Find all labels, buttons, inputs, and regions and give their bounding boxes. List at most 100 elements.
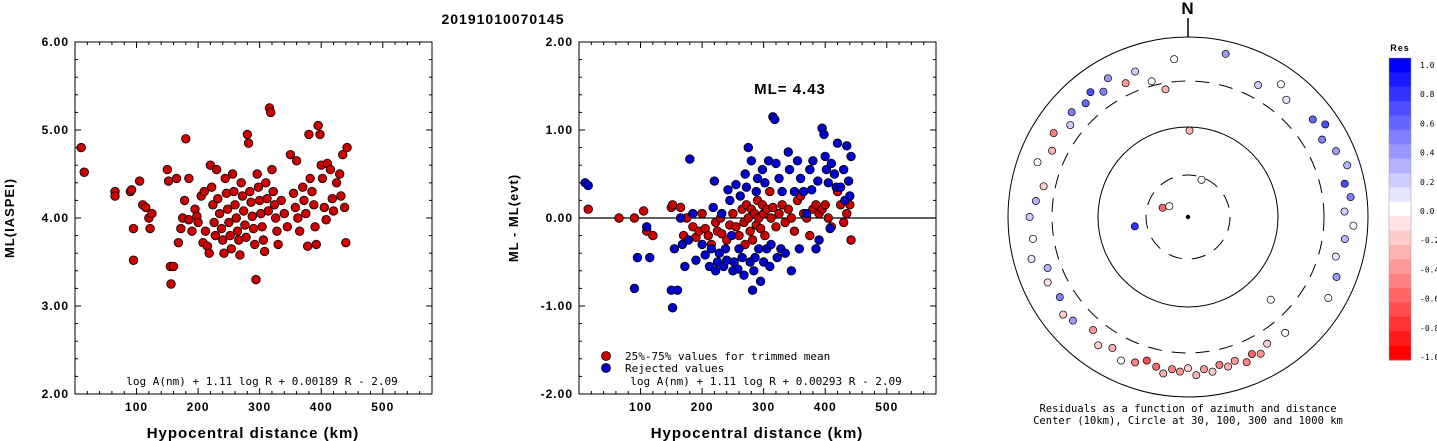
scatter-point-series-0: [771, 222, 781, 232]
scatter-point-series-1: [770, 114, 780, 125]
scatter-point-series-0: [267, 164, 277, 175]
scatter-point-series-0: [313, 120, 323, 131]
scatter-point-series-0: [173, 237, 184, 248]
scatter-point-series-1: [783, 147, 793, 157]
scatter-point-series-1: [766, 239, 776, 250]
scatter-point-series-0: [334, 169, 345, 179]
polar-caption-line2: Center (10km), Circle at 30, 100, 300 an…: [1033, 415, 1343, 427]
scatter-point-series-1: [845, 191, 855, 201]
polar-point: [1168, 365, 1176, 374]
scatter-point-series-1: [772, 252, 782, 263]
polar-point: [1242, 358, 1251, 367]
scatter-point-series-0: [298, 182, 308, 192]
scatter-point-series-0: [290, 202, 301, 213]
scatter-point-series-0: [128, 223, 139, 234]
scatter-point-series-0: [213, 193, 223, 204]
colorbar: Res 1.0 0.8 0.6 0.4 0.2 0.0 -0.2 -0.4 -0.6 -0.8 -1…: [1388, 43, 1437, 362]
scatter-point-series-0: [842, 208, 852, 219]
colorbar-label: 1.0: [1420, 61, 1435, 70]
scatter-point-series-0: [823, 213, 833, 223]
scatter-point-series-0: [786, 213, 797, 223]
y-tick-label: 1.00: [546, 123, 573, 137]
scatter-point-series-0: [342, 142, 352, 153]
polar-point: [1130, 222, 1139, 231]
scatter-point-series-0: [270, 213, 281, 223]
polar-plot: N Residuals as a function of azimuth and…: [1007, 0, 1369, 427]
scatter-point-series-1: [708, 202, 718, 213]
scatter-point-series-0: [208, 200, 218, 210]
left-formula: log A(nm) + 1.11 log R + 0.00189 R - 2.0…: [126, 375, 398, 388]
scatter-point-series-0: [134, 176, 145, 186]
colorbar-frame: [1388, 57, 1412, 361]
scatter-point-series-0: [76, 142, 86, 153]
scatter-point-series-1: [710, 266, 721, 276]
scatter-point-series-0: [838, 217, 849, 228]
scatter-point-series-0: [250, 239, 260, 250]
colorbar-labels: 1.0 0.8 0.6 0.4 0.2 0.0 -0.2 -0.4 -0.6 -0.8 -1.0: [1420, 61, 1437, 362]
y-tick-label: 0.00: [546, 211, 573, 225]
polar-point: [1184, 364, 1192, 373]
colorbar-cell: [1389, 316, 1411, 332]
x-tick-label: 400: [814, 400, 837, 414]
y-tick-label: 6.00: [42, 35, 69, 49]
scatter-point-series-1: [811, 244, 821, 254]
scatter-point-series-0: [232, 226, 243, 236]
scatter-point-series-1: [813, 176, 823, 186]
scatter-point-series-0: [236, 178, 246, 188]
polar-point: [1276, 80, 1285, 89]
scatter-point-series-1: [720, 244, 731, 254]
scatter-point-series-1: [731, 179, 741, 190]
scatter-point-series-0: [241, 232, 251, 243]
scatter-point-series-0: [304, 129, 314, 140]
scatter-point-series-0: [210, 230, 221, 241]
scatter-point-series-0: [311, 239, 321, 250]
scatter-point-series-0: [697, 208, 707, 219]
left-y-axis-label: ML(IASPEI): [2, 178, 17, 258]
scatter-point-series-1: [733, 264, 743, 274]
colorbar-cell: [1389, 58, 1411, 73]
scatter-point-series-0: [276, 195, 286, 206]
colorbar-cell: [1389, 86, 1411, 102]
left-y-axis-ticks: 2.00 3.00 4.00 5.00 6.00: [42, 35, 432, 401]
polar-point: [1215, 360, 1224, 369]
polar-point: [1103, 74, 1112, 83]
scatter-point-series-0: [331, 178, 342, 188]
colorbar-label: -0.2: [1420, 236, 1437, 245]
colorbar-cell: [1389, 101, 1411, 117]
legend-label-trimmed: 25%-75% values for trimmed mean: [625, 350, 830, 363]
scatter-point-series-1: [629, 283, 640, 294]
scatter-point-series-1: [737, 252, 747, 263]
scatter-point-series-0: [218, 235, 228, 245]
scatter-point-series-0: [765, 186, 775, 197]
scatter-point-series-1: [765, 261, 775, 272]
scatter-point-series-0: [206, 182, 217, 192]
polar-caption-line1: Residuals as a function of azimuth and d…: [1039, 403, 1336, 415]
polar-residual-points: [1025, 49, 1358, 380]
scatter-point-series-0: [269, 200, 280, 210]
polar-point: [1197, 175, 1206, 184]
scatter-point-series-1: [832, 138, 843, 148]
polar-point: [1028, 234, 1037, 243]
scatter-point-series-1: [685, 154, 695, 164]
scatter-point-series-0: [336, 191, 346, 201]
polar-point: [1131, 358, 1140, 367]
scatter-point-series-1: [741, 182, 752, 192]
scatter-point-series-1: [838, 164, 849, 175]
scatter-point-series-1: [680, 261, 690, 272]
y-tick-label: -1.00: [541, 299, 573, 313]
colorbar-label: 0.2: [1420, 178, 1435, 187]
middle-y-axis-label: ML - ML(evt): [506, 174, 521, 262]
polar-point: [1200, 365, 1208, 374]
scatter-point-series-0: [229, 186, 239, 197]
scatter-point-series-0: [327, 193, 337, 204]
colorbar-cell: [1389, 187, 1411, 203]
scatter-point-series-0: [246, 197, 256, 207]
scatter-point-series-0: [238, 206, 249, 216]
scatter-point-series-1: [751, 186, 761, 197]
polar-point: [1117, 356, 1126, 365]
scatter-point-series-1: [725, 195, 735, 206]
scatter-point-series-0: [220, 173, 230, 184]
scatter-point-series-0: [231, 213, 241, 223]
y-tick-label: 4.00: [42, 211, 69, 225]
scatter-point-series-0: [263, 206, 273, 216]
